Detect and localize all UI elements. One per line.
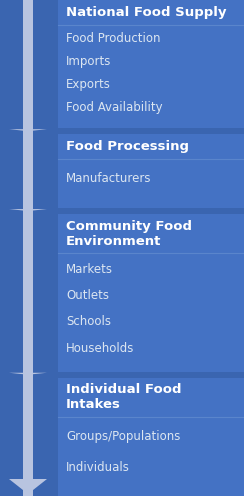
- Polygon shape: [9, 373, 47, 374]
- Bar: [58, 214, 244, 372]
- Text: Individuals: Individuals: [66, 461, 130, 474]
- Bar: [58, 0, 244, 128]
- Polygon shape: [9, 129, 47, 131]
- Text: Food Production: Food Production: [66, 32, 161, 45]
- Text: Community Food
Environment: Community Food Environment: [66, 220, 192, 248]
- Text: Food Availability: Food Availability: [66, 101, 163, 114]
- Text: Markets: Markets: [66, 263, 113, 276]
- Text: Manufacturers: Manufacturers: [66, 172, 152, 185]
- Polygon shape: [9, 209, 47, 211]
- Bar: [58, 377, 244, 496]
- Bar: [58, 134, 244, 208]
- Text: Individual Food
Intakes: Individual Food Intakes: [66, 383, 182, 411]
- Text: Imports: Imports: [66, 55, 111, 68]
- Text: Food Processing: Food Processing: [66, 140, 189, 153]
- Text: Groups/Populations: Groups/Populations: [66, 430, 180, 442]
- Text: Exports: Exports: [66, 78, 111, 91]
- Text: Households: Households: [66, 342, 134, 355]
- Text: National Food Supply: National Food Supply: [66, 6, 226, 19]
- Text: Schools: Schools: [66, 315, 111, 328]
- Text: Outlets: Outlets: [66, 289, 109, 302]
- Polygon shape: [9, 479, 47, 494]
- Bar: [23, 0, 33, 496]
